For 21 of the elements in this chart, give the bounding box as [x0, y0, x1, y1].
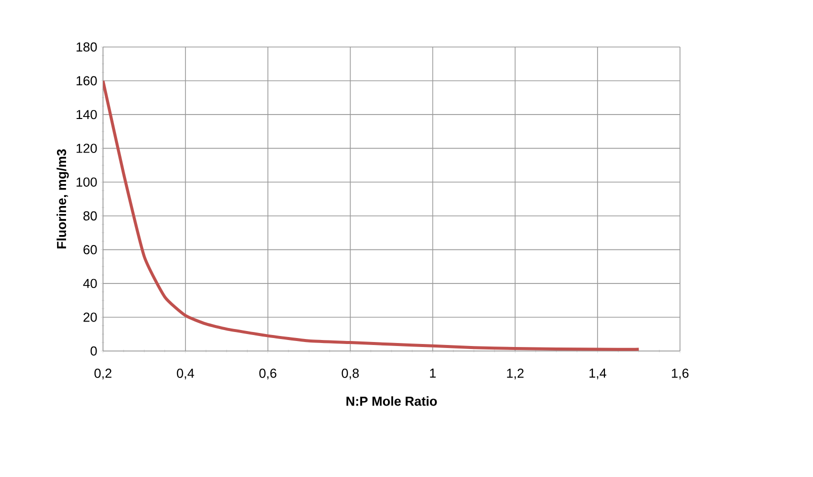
y-tick-label: 100	[76, 178, 97, 187]
x-tick-label: 0,8	[342, 368, 359, 380]
y-axis-title: Fluorine, mg/m3	[56, 149, 69, 248]
y-tick-label: 180	[76, 42, 97, 52]
y-tick-label: 40	[83, 278, 97, 288]
x-tick-label: 1,6	[672, 368, 688, 380]
x-tick-label: 1,4	[590, 368, 606, 380]
y-tick-label: 160	[76, 76, 97, 86]
x-tick-label: 0,4	[176, 368, 194, 380]
y-tick-label: 0	[90, 346, 97, 356]
x-tick-label: 1	[430, 368, 436, 378]
y-tick-label: 140	[76, 110, 97, 120]
line-series	[103, 79, 640, 351]
x-tick-label: 1,2	[507, 368, 524, 380]
y-tick-label: 120	[76, 144, 97, 153]
x-tick-label: 0,6	[259, 368, 276, 380]
y-tick-label: 60	[84, 245, 97, 254]
x-axis-title: N:P Mole Ratio	[346, 396, 437, 406]
y-tick-label: 20	[84, 312, 97, 322]
x-tick-label: 0,2	[94, 368, 112, 380]
y-tick-label: 80	[83, 211, 97, 220]
